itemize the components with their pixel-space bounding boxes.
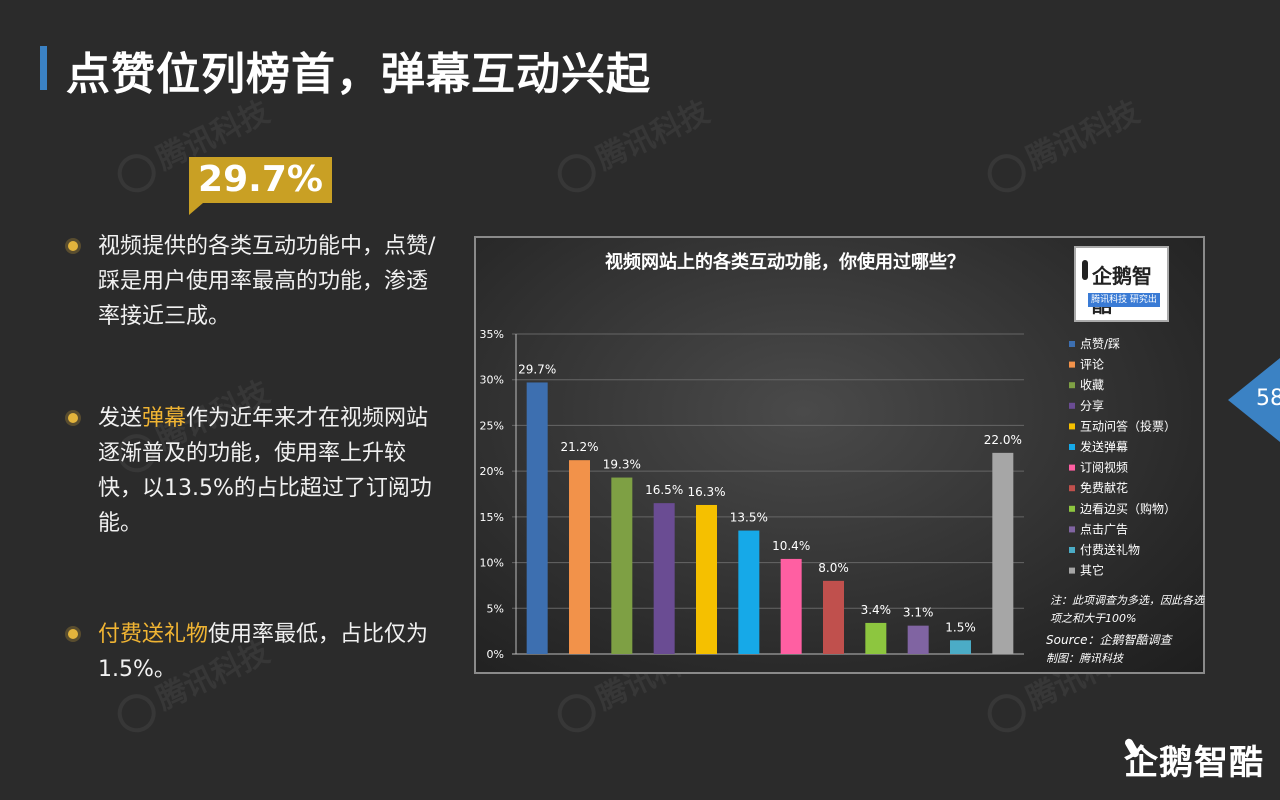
callout-box xyxy=(189,157,332,203)
bullet-dot-icon xyxy=(68,241,78,251)
bar-value-label: 3.4% xyxy=(861,603,892,617)
watermark: 腾讯科技 xyxy=(548,87,716,199)
legend-label: 其它 xyxy=(1080,563,1104,578)
bar xyxy=(569,460,590,654)
legend-swatch xyxy=(1069,547,1075,553)
bullet-highlight: 弹幕 xyxy=(142,406,187,431)
bar xyxy=(992,452,1014,654)
y-tick-label: 15% xyxy=(480,511,504,524)
page-title: 点赞位列榜首，弹幕互动兴起 xyxy=(66,49,651,100)
bullet-text: 视频提供的各类互动功能中，点赞/踩是用户使用率最高的功能，渗透率接近三成。 xyxy=(98,234,436,329)
bullet-1: 视频提供的各类互动功能中，点赞/踩是用户使用率最高的功能，渗透率接近三成。 xyxy=(68,229,448,334)
chart-title: 视频网站上的各类互动功能，你使用过哪些？ xyxy=(605,252,965,273)
page-number-tab xyxy=(1228,358,1280,442)
legend-swatch xyxy=(1069,444,1075,450)
bar-value-label: 3.1% xyxy=(903,606,934,620)
legend-label: 评论 xyxy=(1080,358,1104,372)
bar-chart: 0% 5% 10% 15% 20% 25% 30% 35% 29.7% 21.2% 19.3% 16… xyxy=(480,328,1205,665)
bullet-dot-icon xyxy=(68,629,78,639)
bar-value-label: 16.5% xyxy=(645,483,683,497)
bullet-text: 发送 xyxy=(98,406,143,431)
legend-label: 点赞/踩 xyxy=(1080,337,1120,351)
bar-value-label: 1.5% xyxy=(945,620,976,634)
chart-maker: 制图：腾讯科技 xyxy=(1046,652,1125,665)
y-tick-label: 25% xyxy=(480,419,504,432)
bar xyxy=(738,530,760,654)
bar xyxy=(696,504,717,654)
bar xyxy=(823,580,844,654)
watermark: 腾讯科技 xyxy=(978,87,1146,199)
chart-note-line1: 注：此项调查为多选，因此各选 xyxy=(1050,594,1205,607)
y-tick-label: 5% xyxy=(487,602,504,615)
y-tick-label: 20% xyxy=(480,465,504,478)
bar-value-label: 13.5% xyxy=(730,511,768,525)
brand-logo: 企鹅智酷 xyxy=(1124,743,1264,783)
penguin-logo-icon xyxy=(1082,260,1088,280)
legend-swatch xyxy=(1069,402,1075,409)
page-number: 58 xyxy=(1256,386,1280,411)
legend-swatch xyxy=(1069,464,1075,471)
logo-sub: 腾讯科技 研究出品 xyxy=(1088,293,1160,319)
legend-label: 付费送礼物 xyxy=(1080,542,1140,557)
bar xyxy=(907,625,929,654)
y-tick-label: 10% xyxy=(480,557,504,570)
legend-swatch xyxy=(1069,361,1075,368)
callout-tail xyxy=(189,203,203,215)
legend-label: 免费献花 xyxy=(1080,480,1128,495)
legend-swatch xyxy=(1069,526,1075,533)
legend-swatch xyxy=(1069,505,1075,512)
bar xyxy=(950,640,971,654)
legend-swatch xyxy=(1069,423,1075,430)
bar xyxy=(611,477,633,654)
legend-swatch xyxy=(1069,567,1075,574)
bar xyxy=(865,622,887,654)
bullet-highlight: 付费送礼物 xyxy=(98,622,209,647)
legend-swatch xyxy=(1069,485,1075,492)
legend-label: 分享 xyxy=(1080,398,1104,413)
bar xyxy=(526,382,548,654)
legend-label: 互动问答（投票） xyxy=(1080,418,1176,433)
legend-label: 边看边买（购物） xyxy=(1080,501,1176,516)
legend-label: 点击广告 xyxy=(1080,522,1128,536)
legend-swatch xyxy=(1069,382,1075,389)
bar-value-label: 8.0% xyxy=(818,561,849,575)
chart-source: Source：企鹅智酷调查 xyxy=(1046,633,1173,647)
bullet-2: 发送弹幕作为近年来才在视频网站逐渐普及的功能，使用率上升较快，以13.5%的占比… xyxy=(68,401,448,541)
bullet-text: 作为近年来才在视频网站逐渐普及的功能，使用率上升较快，以13.5%的占比超过了订… xyxy=(98,406,432,536)
bar-value-label: 10.4% xyxy=(772,539,810,553)
title-accent-bar xyxy=(40,46,47,90)
bullet-dot-icon xyxy=(68,413,78,423)
legend-swatch xyxy=(1069,341,1075,347)
chart-note-line2: 项之和大于100% xyxy=(1050,612,1136,625)
bar xyxy=(653,503,675,654)
bar xyxy=(780,558,802,654)
bar-value-label: 16.3% xyxy=(687,485,725,499)
bar-value-label: 21.2% xyxy=(560,440,598,454)
bullet-3: 付费送礼物使用率最低，占比仅为1.5%。 xyxy=(68,617,448,687)
y-tick-label: 0% xyxy=(487,648,504,661)
bullet-text: 使用率最低，占比仅为1.5%。 xyxy=(98,622,429,682)
bar-value-label: 19.3% xyxy=(603,458,641,472)
y-tick-label: 35% xyxy=(480,328,504,341)
legend-label: 收藏 xyxy=(1080,378,1104,392)
bar-value-label: 22.0% xyxy=(984,433,1022,447)
legend-label: 订阅视频 xyxy=(1080,460,1128,475)
logo-card: 企鹅智酷 腾讯科技 研究出品 xyxy=(1074,246,1169,322)
callout-value: 29.7% xyxy=(198,159,323,200)
legend-label: 发送弹幕 xyxy=(1080,439,1128,454)
bar-value-label: 29.7% xyxy=(518,362,556,376)
y-tick-label: 30% xyxy=(480,374,504,387)
